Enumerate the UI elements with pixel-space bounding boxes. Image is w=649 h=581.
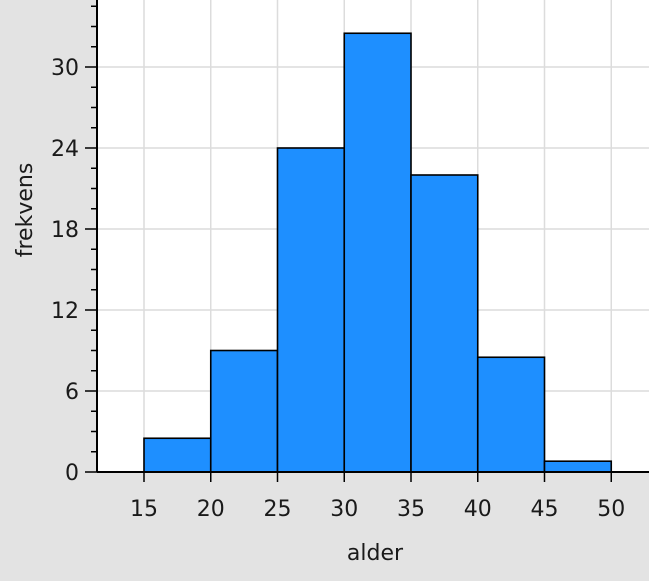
x-tick-label: 45 — [531, 497, 559, 522]
tick-labels: 15 20 25 30 35 40 45 50 0 6 12 18 24 30 — [51, 56, 625, 522]
x-tick-label: 30 — [330, 497, 358, 522]
x-tick-label: 20 — [197, 497, 225, 522]
y-tick-label: 18 — [51, 218, 79, 243]
y-tick-label: 24 — [51, 137, 79, 162]
x-axis-title: alder — [347, 541, 404, 566]
histogram-bar-45-50 — [543, 460, 613, 473]
histogram-bar-20-25 — [209, 349, 279, 473]
y-tick-label: 6 — [65, 380, 79, 405]
histogram-bar-35-40 — [410, 174, 479, 473]
histogram-bar-30-35 — [343, 32, 412, 473]
y-tick-label: 12 — [51, 299, 79, 324]
x-tick-label: 15 — [130, 497, 158, 522]
axes — [85, 0, 649, 482]
x-tick-label: 35 — [397, 497, 425, 522]
histogram-bar-25-30 — [276, 147, 346, 473]
x-tick-label: 40 — [464, 497, 492, 522]
y-axis-title: frekvens — [13, 163, 38, 258]
x-tick-label: 50 — [597, 497, 625, 522]
bars — [143, 32, 613, 473]
y-tick-label: 0 — [65, 461, 79, 486]
histogram-bar-15-20 — [143, 437, 212, 473]
y-tick-label: 30 — [51, 56, 79, 81]
histogram-bar-40-45 — [476, 356, 546, 473]
x-tick-label: 25 — [264, 497, 292, 522]
